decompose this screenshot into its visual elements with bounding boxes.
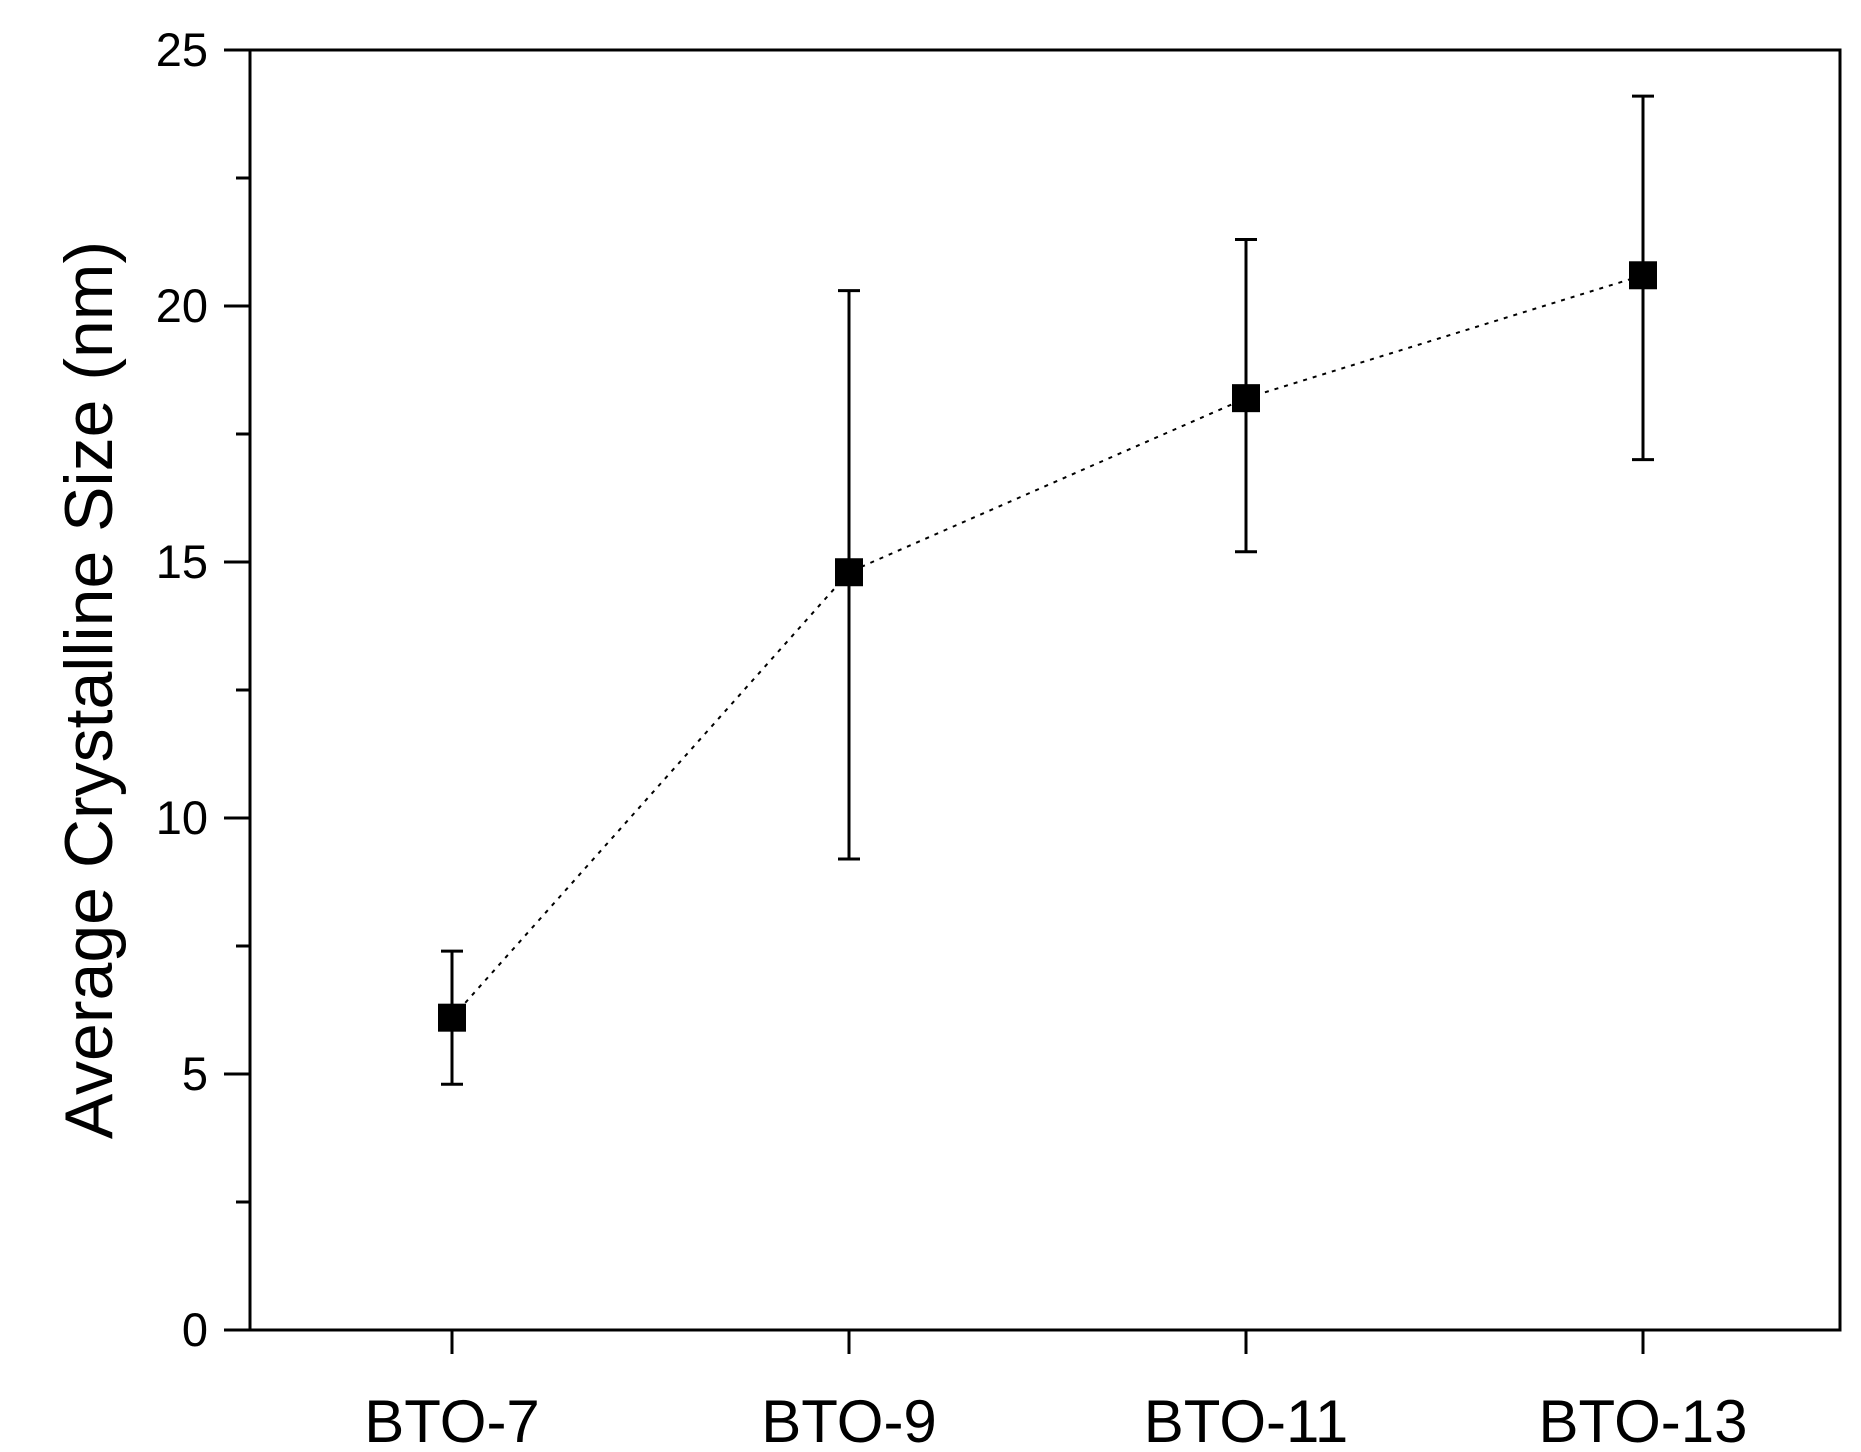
y-tick-label: 20 [156, 279, 208, 332]
x-axis: BTO-7 BTO-9 BTO-11 BTO-13 [364, 1330, 1747, 1452]
x-tick-label: BTO-13 [1539, 1388, 1748, 1452]
data-point [1232, 384, 1260, 413]
x-tick-label: BTO-7 [364, 1388, 540, 1452]
data-point [835, 558, 863, 587]
plot-frame-layer [248, 48, 1842, 1332]
y-tick-label: 10 [156, 791, 208, 844]
series-line [451, 274, 1644, 1019]
x-tick-label: BTO-11 [1144, 1388, 1349, 1452]
data-point [1629, 261, 1657, 290]
y-axis: 0 5 10 15 20 25 [156, 23, 250, 1356]
y-tick-label: 5 [182, 1047, 208, 1100]
data-point [438, 1003, 466, 1032]
y-tick-label: 0 [182, 1303, 208, 1356]
y-tick-label: 15 [156, 535, 208, 588]
y-tick-label: 25 [156, 23, 208, 76]
plot-frame [248, 48, 1842, 1332]
x-tick-label: BTO-9 [761, 1388, 937, 1452]
series-layer [438, 94, 1657, 1086]
y-axis-title: Average Crystalline Size (nm) [51, 241, 127, 1139]
